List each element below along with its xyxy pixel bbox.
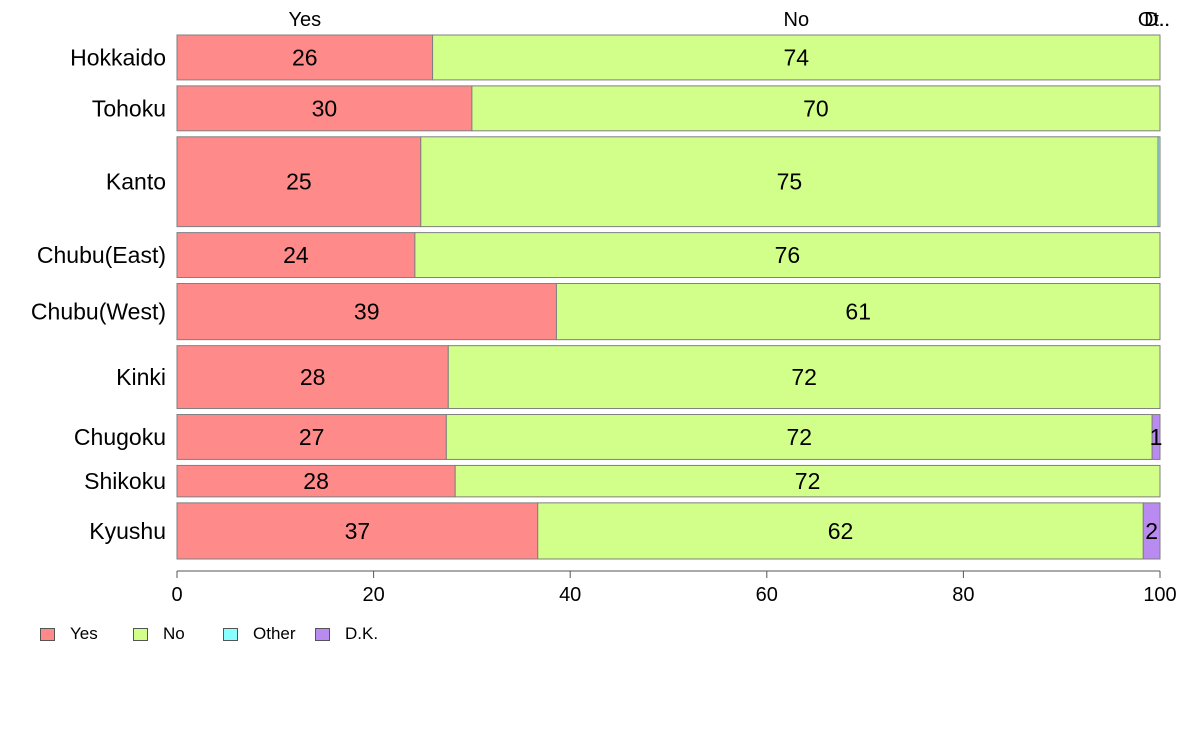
legend-item-dk: D.K. bbox=[315, 624, 378, 644]
category-label: Tohoku bbox=[92, 95, 166, 121]
bar-segment-yes bbox=[176, 502, 539, 560]
data-label: 24 bbox=[283, 242, 309, 268]
category-label: Kanto bbox=[106, 169, 166, 195]
bar-segment-yes bbox=[176, 85, 473, 132]
data-label: 72 bbox=[795, 468, 821, 494]
legend-item-yes: Yes bbox=[40, 624, 133, 644]
x-tick-label: 20 bbox=[362, 584, 384, 606]
top-series-label: D.. bbox=[1144, 9, 1170, 31]
bar-segment-no bbox=[555, 283, 1161, 341]
data-label: 26 bbox=[292, 44, 318, 70]
bar-segment-yes bbox=[176, 283, 557, 341]
category-label: Chubu(East) bbox=[37, 242, 166, 268]
legend-item-no: No bbox=[133, 624, 223, 644]
bar-segment-yes bbox=[176, 414, 447, 460]
bar-segment-no bbox=[454, 464, 1161, 498]
bar-segment-yes bbox=[176, 464, 456, 498]
legend: Yes No Other D.K. bbox=[40, 624, 378, 644]
legend-swatch-yes bbox=[40, 627, 55, 641]
legend-item-other: Other bbox=[223, 624, 315, 644]
category-label: Hokkaido bbox=[70, 44, 166, 70]
bar-segment-no bbox=[537, 502, 1144, 560]
top-series-label: No bbox=[784, 9, 810, 31]
category-label: Chubu(West) bbox=[31, 299, 166, 325]
category-label: Kyushu bbox=[89, 518, 166, 544]
bar-segment-dk bbox=[1151, 414, 1161, 460]
legend-label-dk: D.K. bbox=[345, 624, 379, 643]
data-label: 62 bbox=[828, 518, 854, 544]
legend-swatch-other bbox=[223, 627, 238, 641]
data-label: 27 bbox=[299, 424, 325, 450]
data-label: 2 bbox=[1145, 518, 1158, 544]
top-series-label: Yes bbox=[288, 9, 321, 31]
legend-label-other: Other bbox=[253, 624, 296, 643]
data-label: 61 bbox=[845, 299, 871, 325]
data-label: 72 bbox=[791, 364, 817, 390]
top-series-label: Ot.. bbox=[1138, 9, 1170, 31]
category-label: Shikoku bbox=[84, 468, 166, 494]
x-tick-label: 40 bbox=[559, 584, 581, 606]
bar-segment-no bbox=[447, 345, 1161, 410]
legend-swatch-dk bbox=[315, 627, 330, 641]
data-label: 30 bbox=[312, 95, 338, 121]
x-tick-label: 0 bbox=[171, 584, 182, 606]
data-label: 25 bbox=[286, 169, 312, 195]
data-label: 1 bbox=[1150, 424, 1163, 450]
legend-swatch-no bbox=[133, 627, 148, 641]
bar-segment-yes bbox=[176, 232, 416, 279]
data-label: 74 bbox=[783, 44, 809, 70]
bar-segment-no bbox=[414, 232, 1161, 279]
bar-segment-no bbox=[471, 85, 1161, 132]
data-label: 70 bbox=[803, 95, 829, 121]
category-label: Kinki bbox=[116, 364, 166, 390]
x-tick-label: 100 bbox=[1143, 584, 1176, 606]
data-label: 39 bbox=[354, 299, 380, 325]
bar-segment-no bbox=[420, 136, 1159, 228]
bar-segment-yes bbox=[176, 136, 422, 228]
legend-label-yes: Yes bbox=[70, 624, 98, 643]
data-label: 28 bbox=[303, 468, 329, 494]
data-label: 72 bbox=[786, 424, 812, 450]
bar-segment-dk bbox=[1142, 502, 1161, 560]
bar-segment-no bbox=[445, 414, 1153, 460]
category-label: Chugoku bbox=[74, 424, 166, 450]
data-label: 37 bbox=[345, 518, 371, 544]
bar-segment-yes bbox=[176, 34, 434, 81]
bar-segment-other bbox=[1157, 136, 1161, 228]
x-tick-label: 80 bbox=[952, 584, 974, 606]
x-tick-label: 60 bbox=[756, 584, 778, 606]
data-label: 75 bbox=[777, 169, 803, 195]
legend-label-no: No bbox=[163, 624, 185, 643]
bar-segment-yes bbox=[176, 345, 449, 410]
data-label: 76 bbox=[775, 242, 801, 268]
data-label: 28 bbox=[300, 364, 326, 390]
bar-segment-no bbox=[432, 34, 1161, 81]
